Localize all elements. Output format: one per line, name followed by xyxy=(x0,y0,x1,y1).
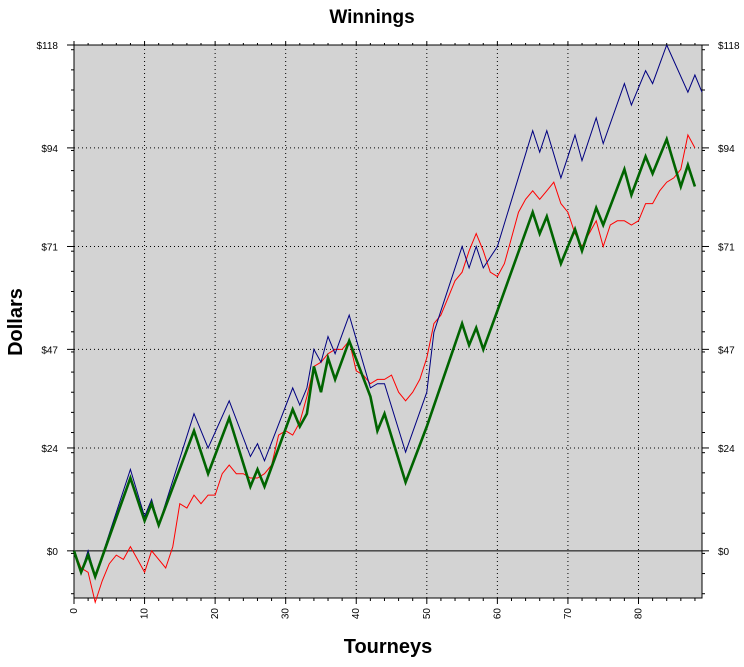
x-axis-title: Tourneys xyxy=(344,636,433,658)
plot-area xyxy=(73,44,703,599)
series-line-3 xyxy=(72,135,697,581)
y-left-tick-label: $94 xyxy=(41,144,58,155)
series-line-2 xyxy=(73,43,703,579)
y-right-tick-label: $47 xyxy=(718,345,735,356)
y-right-tick-label: $118 xyxy=(718,41,740,52)
y-left-tick-label: $0 xyxy=(47,547,59,558)
y-left-tick-label: $71 xyxy=(41,242,58,253)
chart-title: Winnings xyxy=(329,7,414,28)
y-right-tick-label: $24 xyxy=(718,444,735,455)
y-axis-title: Dollars xyxy=(5,288,27,356)
y-left-tick-label: $24 xyxy=(41,444,58,455)
series-lines xyxy=(72,43,703,605)
x-tick-label: 30 xyxy=(281,608,292,620)
x-tick-label: 40 xyxy=(351,608,362,620)
x-tick-label: 70 xyxy=(563,608,574,620)
y-right-tick-label: $0 xyxy=(718,547,730,558)
x-tick-label: 10 xyxy=(140,608,151,620)
x-tick-label: 50 xyxy=(422,608,433,620)
y-left-tick-label: $118 xyxy=(36,41,58,52)
x-tick-label: 60 xyxy=(492,608,503,620)
y-right-tick-label: $71 xyxy=(718,242,735,253)
x-tick-label: 0 xyxy=(69,608,80,614)
y-left-tick-label: $47 xyxy=(41,345,58,356)
x-tick-label: 20 xyxy=(210,608,221,620)
grid-lines xyxy=(74,44,702,598)
x-tick-label: 80 xyxy=(633,608,644,620)
axes: 0 10 20 30 40 50 60 70 80 $0 $0 $24 $24 $47 $47 $71 $71 $… xyxy=(36,41,740,620)
y-right-tick-label: $94 xyxy=(718,144,735,155)
series-line-1 xyxy=(73,133,696,605)
